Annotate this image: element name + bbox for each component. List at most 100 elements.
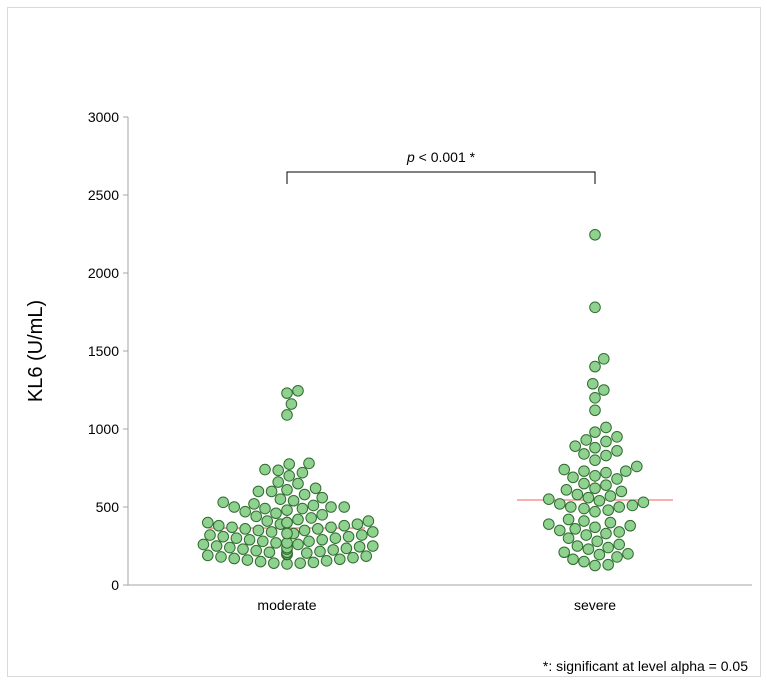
data-point — [340, 542, 353, 555]
data-point — [602, 558, 615, 571]
data-point — [593, 548, 606, 561]
data-point — [589, 470, 601, 482]
data-point — [268, 557, 280, 569]
data-point — [589, 404, 601, 417]
data-point — [270, 537, 282, 549]
data-point — [602, 504, 615, 516]
significance-footnote: *: significant at level alpha = 0.05 — [543, 658, 748, 674]
data-point — [604, 516, 617, 529]
data-point — [578, 502, 590, 515]
data-point — [281, 409, 293, 421]
data-point — [367, 540, 379, 552]
data-point — [569, 440, 582, 452]
data-point — [270, 507, 282, 520]
data-point — [274, 493, 287, 506]
data-point — [620, 465, 632, 477]
data-point — [263, 546, 276, 559]
significance-bracket: p < 0.001 * — [286, 149, 596, 184]
data-point — [589, 301, 601, 314]
data-point — [215, 551, 227, 563]
data-point — [296, 466, 309, 479]
data-point — [303, 535, 315, 548]
bracket-line — [286, 171, 596, 184]
chart-frame — [7, 7, 761, 677]
data-point — [626, 499, 639, 512]
data-point — [367, 526, 379, 538]
data-point — [356, 529, 368, 541]
data-point — [589, 441, 601, 454]
data-point — [562, 513, 575, 526]
y-axis-title: KL6 (U/mL) — [25, 300, 47, 402]
data-point — [578, 555, 590, 568]
data-point — [543, 493, 555, 506]
data-point — [580, 529, 593, 541]
y-tick-label: 500 — [96, 499, 120, 515]
data-point — [261, 515, 274, 527]
data-point — [252, 485, 265, 498]
data-point — [600, 527, 612, 540]
x-ticks: moderate severe — [257, 597, 616, 613]
data-point — [329, 532, 342, 545]
data-point — [287, 494, 300, 507]
data-point — [316, 509, 329, 521]
y-tick-label: 3000 — [88, 109, 119, 125]
data-point — [543, 518, 555, 530]
y-ticks: 0 500 1000 1500 2000 2500 3000 — [88, 109, 128, 593]
data-point — [347, 551, 359, 564]
data-point — [602, 541, 615, 554]
x-category-label: moderate — [257, 597, 316, 613]
p-value-text: < 0.001 * — [415, 149, 476, 165]
data-point — [600, 449, 612, 462]
data-point — [204, 529, 216, 541]
data-point — [259, 502, 271, 515]
data-point — [589, 228, 601, 241]
data-point — [604, 490, 617, 502]
data-point — [259, 463, 271, 476]
data-point — [283, 458, 296, 470]
data-point — [265, 526, 278, 538]
data-point — [582, 491, 595, 504]
data-point — [305, 512, 318, 524]
y-tick-label: 2500 — [88, 187, 119, 203]
data-point — [228, 501, 240, 513]
data-point — [558, 463, 571, 476]
data-point — [611, 551, 623, 563]
data-point — [210, 540, 223, 552]
data-point — [589, 521, 601, 534]
data-point — [611, 473, 623, 485]
data-point — [571, 540, 584, 552]
data-point — [250, 544, 263, 557]
data-point — [285, 398, 298, 410]
data-point — [327, 544, 340, 556]
data-point — [334, 553, 346, 566]
data-point — [589, 392, 601, 404]
data-point — [292, 538, 304, 551]
data-point — [554, 498, 566, 510]
data-point — [589, 360, 601, 373]
y-tick-label: 1000 — [88, 421, 119, 437]
data-point — [252, 524, 265, 537]
data-point — [560, 484, 573, 496]
data-point — [567, 553, 579, 566]
data-point — [301, 547, 313, 559]
data-point — [230, 532, 243, 545]
data-point — [257, 535, 269, 548]
data-point — [360, 550, 373, 562]
data-point — [213, 519, 225, 532]
data-point — [307, 556, 320, 569]
data-point — [316, 491, 329, 504]
data-point — [281, 527, 293, 540]
data-point — [281, 484, 293, 496]
data-point — [292, 513, 304, 526]
data-point — [342, 530, 355, 543]
data-point — [600, 466, 612, 479]
data-point — [309, 482, 322, 495]
data-point — [600, 479, 612, 491]
data-point — [613, 538, 626, 551]
data-point — [281, 387, 293, 399]
data-point — [197, 538, 210, 551]
data-point — [217, 496, 229, 509]
data-point — [589, 559, 601, 572]
data-point — [298, 524, 311, 537]
data-point — [589, 505, 601, 518]
